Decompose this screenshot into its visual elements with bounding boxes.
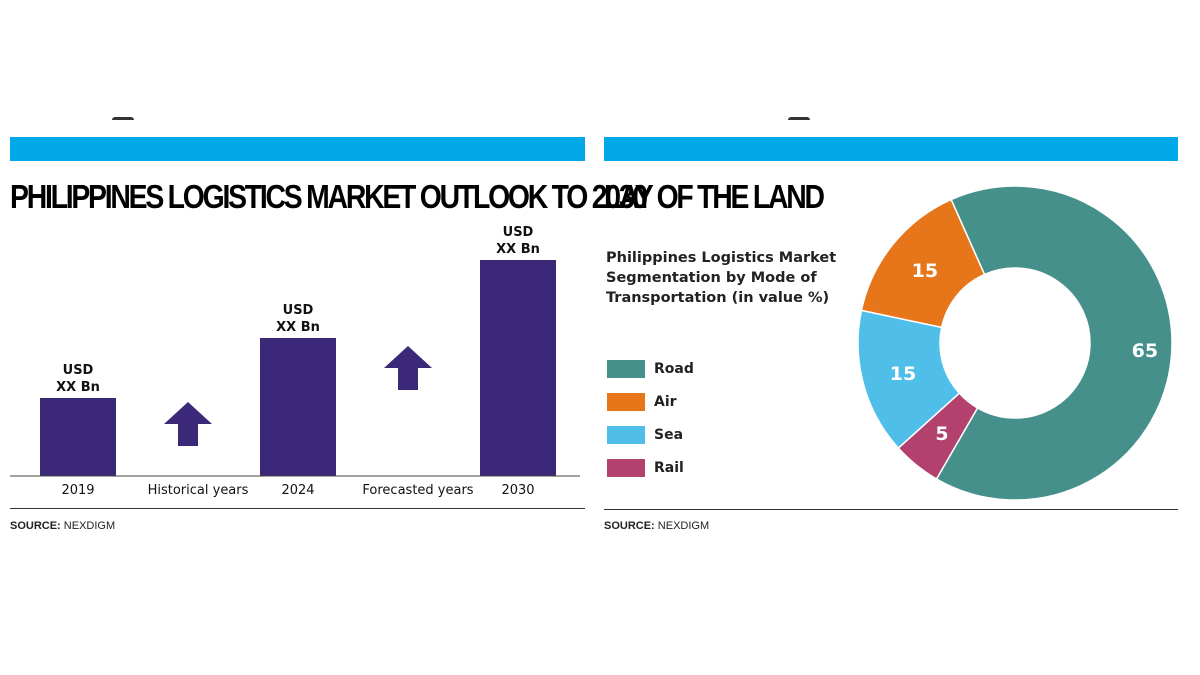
x-tick-label: 2024 [281, 483, 314, 498]
slice-value-label: 15 [912, 260, 938, 282]
decorative-mark [112, 117, 134, 120]
legend-label-air: Air [654, 394, 677, 410]
legend-swatch-sea [607, 426, 645, 444]
decorative-mark [788, 117, 810, 120]
bar-2024 [260, 338, 336, 476]
slice-value-label: 65 [1132, 340, 1158, 362]
market-outlook-panel: PHILIPPINES LOGISTICS MARKET OUTLOOK TO … [10, 0, 648, 675]
source-value: NEXDIGM [657, 520, 710, 532]
transport-donut-chart: 65 5 15 15 [857, 185, 1173, 501]
period-label: Historical years [148, 483, 249, 498]
bottom-rule [10, 508, 585, 509]
accent-bar [10, 137, 585, 161]
bar-data-label: USD [503, 225, 534, 240]
lay-of-the-land-panel: LAY OF THE LAND Philippines Logistics Ma… [604, 0, 1178, 675]
period-label: Forecasted years [362, 483, 473, 498]
legend-label-sea: Sea [654, 427, 684, 443]
slice-value-label: 5 [935, 423, 948, 445]
bar-data-label: USD [63, 363, 94, 378]
slice-value-label: 15 [890, 363, 916, 385]
legend-swatch-road [607, 360, 645, 378]
bottom-rule [604, 509, 1178, 510]
up-arrow-icon [384, 346, 432, 390]
up-arrow-icon [164, 402, 212, 446]
segmentation-title: Philippines Logistics Market Segmentatio… [606, 250, 837, 306]
x-tick-label: 2030 [501, 483, 534, 498]
slice-air [860, 198, 986, 329]
legend-swatch-rail [607, 459, 645, 477]
lay-of-land-title: LAY OF THE LAND [604, 178, 825, 215]
bar-data-label: XX Bn [56, 380, 100, 395]
legend-label-road: Road [654, 361, 694, 377]
legend-swatch-air [607, 393, 645, 411]
source-label: SOURCE: [10, 520, 61, 532]
bar-data-label: XX Bn [276, 320, 320, 335]
outlook-title: PHILIPPINES LOGISTICS MARKET OUTLOOK TO … [10, 178, 648, 215]
bar-2019 [40, 398, 116, 476]
source-note: SOURCE: NEXDIGM [604, 520, 709, 532]
accent-bar [604, 137, 1178, 161]
source-value: NEXDIGM [63, 520, 116, 532]
bar-data-label: XX Bn [496, 242, 540, 257]
outlook-bar-chart: USD XX Bn 2019 USD XX Bn 2024 USD XX Bn 2030 Hist… [10, 225, 580, 498]
slice-sea [857, 309, 961, 450]
x-tick-label: 2019 [61, 483, 94, 498]
legend-label-rail: Rail [654, 460, 684, 476]
bar-data-label: USD [283, 303, 314, 318]
slice-road [935, 185, 1173, 501]
bar-2030 [480, 260, 556, 476]
source-label: SOURCE: [604, 520, 655, 532]
source-note: SOURCE: NEXDIGM [10, 520, 115, 532]
